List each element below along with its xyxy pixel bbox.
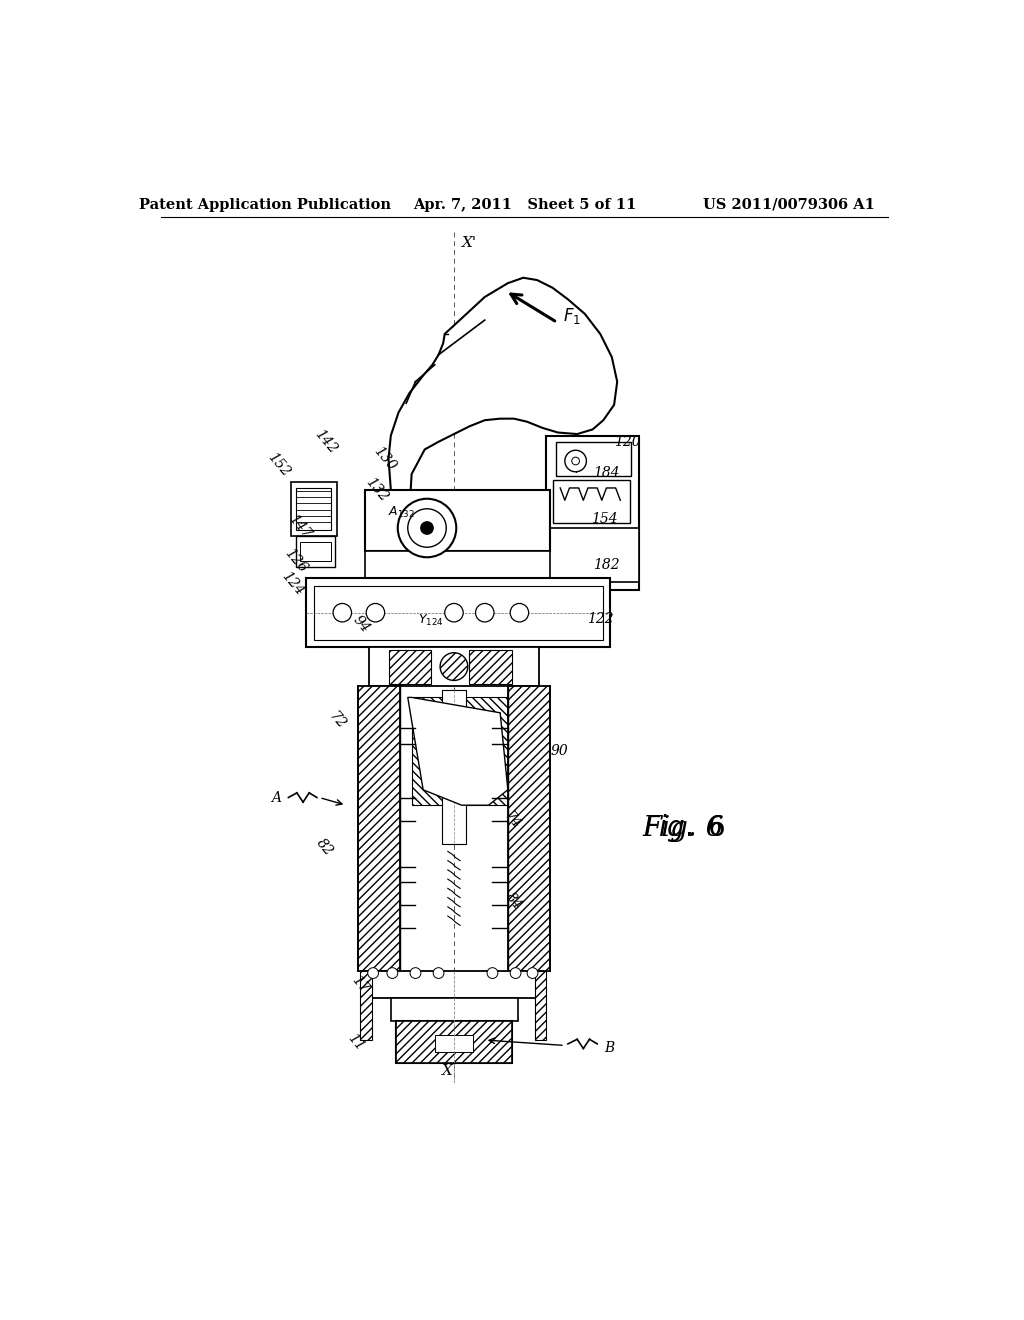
Bar bbox=[366, 970, 543, 998]
Text: 182: 182 bbox=[593, 558, 620, 572]
Bar bbox=[469, 649, 512, 684]
Text: 74: 74 bbox=[501, 809, 523, 832]
Text: 152: 152 bbox=[264, 450, 292, 479]
Text: X: X bbox=[442, 1064, 454, 1078]
Text: Patent Application Publication: Patent Application Publication bbox=[139, 198, 391, 211]
Bar bbox=[360, 970, 372, 1040]
Text: 72: 72 bbox=[326, 709, 348, 731]
Text: $\mathit{Fig.}$ $\mathit{6}$: $\mathit{Fig.}$ $\mathit{6}$ bbox=[643, 812, 725, 845]
Bar bbox=[366, 552, 550, 586]
Text: 84: 84 bbox=[503, 890, 525, 912]
Circle shape bbox=[444, 603, 463, 622]
Text: 154: 154 bbox=[591, 512, 617, 525]
Text: 124: 124 bbox=[279, 569, 306, 598]
Text: 184: 184 bbox=[593, 466, 620, 479]
Text: X': X' bbox=[462, 236, 477, 249]
Circle shape bbox=[475, 603, 494, 622]
Text: $\mathit{A_{132}}$: $\mathit{A_{132}}$ bbox=[388, 506, 415, 520]
Circle shape bbox=[368, 968, 379, 978]
Bar bbox=[296, 488, 331, 531]
Text: 90: 90 bbox=[550, 744, 568, 758]
Bar bbox=[535, 970, 547, 1040]
Circle shape bbox=[433, 968, 444, 978]
Bar bbox=[416, 1027, 493, 1051]
Bar bbox=[388, 649, 431, 684]
Text: 120: 120 bbox=[614, 434, 641, 449]
Bar bbox=[391, 998, 518, 1020]
Circle shape bbox=[565, 450, 587, 471]
Text: Apr. 7, 2011   Sheet 5 of 11: Apr. 7, 2011 Sheet 5 of 11 bbox=[413, 198, 637, 211]
Text: 94: 94 bbox=[350, 612, 373, 635]
Bar bbox=[435, 1035, 473, 1052]
Bar bbox=[396, 1020, 512, 1063]
Bar bbox=[306, 578, 610, 647]
Bar bbox=[291, 482, 337, 536]
Circle shape bbox=[527, 968, 538, 978]
Bar bbox=[442, 689, 466, 843]
Bar bbox=[366, 490, 550, 552]
Text: Fig. 6: Fig. 6 bbox=[643, 814, 724, 842]
Circle shape bbox=[333, 603, 351, 622]
Circle shape bbox=[410, 968, 421, 978]
Text: 126: 126 bbox=[283, 545, 310, 576]
Circle shape bbox=[408, 508, 446, 548]
Bar bbox=[553, 480, 630, 523]
Bar bbox=[412, 697, 508, 805]
Polygon shape bbox=[388, 277, 617, 540]
Bar bbox=[300, 543, 331, 561]
Text: 17: 17 bbox=[349, 973, 371, 995]
Text: 122: 122 bbox=[587, 612, 613, 626]
Circle shape bbox=[397, 499, 457, 557]
Text: US 2011/0079306 A1: US 2011/0079306 A1 bbox=[702, 198, 874, 211]
Text: A: A bbox=[270, 791, 281, 804]
Bar bbox=[547, 436, 639, 590]
Text: B: B bbox=[604, 1040, 614, 1055]
Bar bbox=[556, 442, 631, 477]
Text: 130: 130 bbox=[371, 444, 398, 474]
Text: 11: 11 bbox=[344, 1031, 367, 1053]
Circle shape bbox=[510, 603, 528, 622]
Bar bbox=[296, 536, 335, 566]
Circle shape bbox=[421, 521, 433, 535]
Bar bbox=[396, 1020, 512, 1063]
Bar bbox=[313, 586, 602, 640]
Bar bbox=[508, 686, 550, 970]
Polygon shape bbox=[408, 697, 508, 805]
Bar bbox=[357, 686, 400, 970]
Text: 147: 147 bbox=[286, 512, 314, 541]
Text: $\mathit{Y_{124}}$: $\mathit{Y_{124}}$ bbox=[418, 612, 443, 628]
Circle shape bbox=[367, 603, 385, 622]
Text: $\mathit{F_1}$: $\mathit{F_1}$ bbox=[563, 306, 582, 326]
Circle shape bbox=[487, 968, 498, 978]
Circle shape bbox=[510, 968, 521, 978]
Text: 132: 132 bbox=[364, 475, 391, 504]
Bar bbox=[547, 528, 639, 582]
Circle shape bbox=[387, 968, 397, 978]
Text: 82: 82 bbox=[313, 837, 336, 859]
Circle shape bbox=[440, 653, 468, 681]
Text: 142: 142 bbox=[311, 428, 339, 457]
Bar bbox=[370, 647, 539, 686]
